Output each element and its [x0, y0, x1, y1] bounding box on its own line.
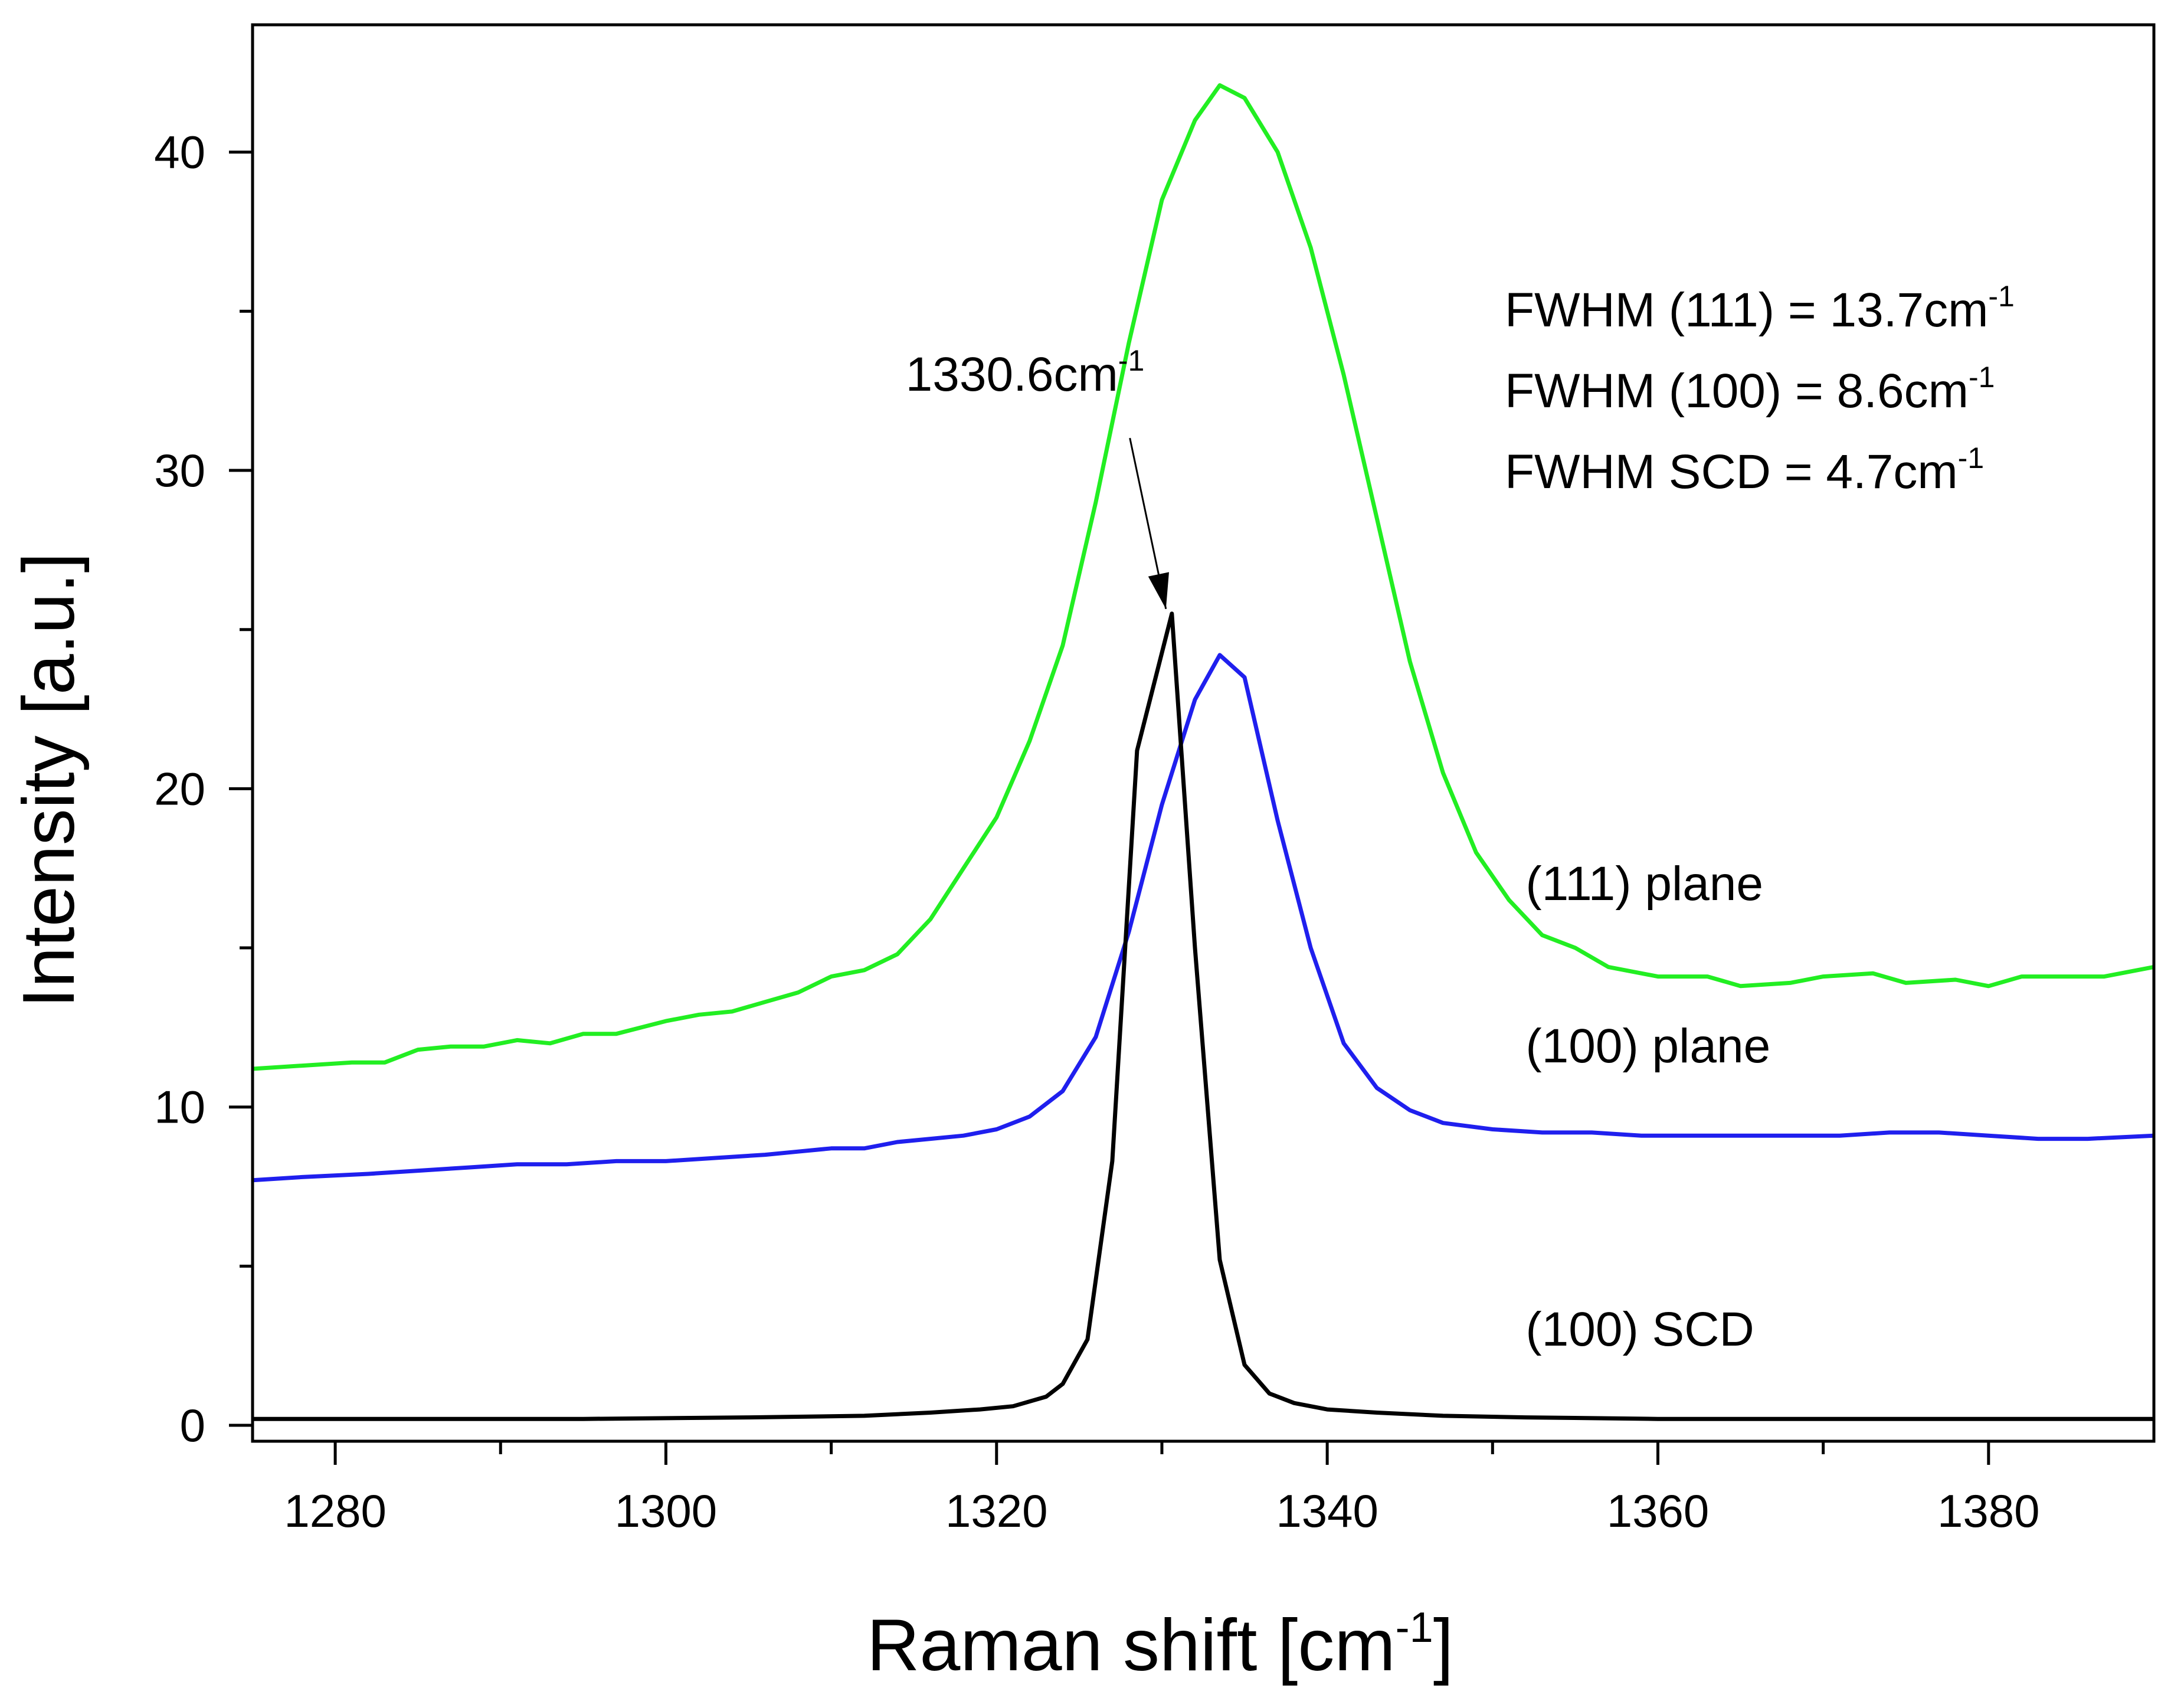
y-axis-label: Intensity [a.u.] [8, 552, 90, 1008]
fwhm-annotation: FWHM SCD = 4.7cm-1 [1505, 441, 1984, 499]
y-tick-label: 20 [154, 763, 205, 814]
series-layer [252, 83, 2154, 1421]
x-axis-label: Raman shift [cm-1] [867, 1604, 1453, 1686]
peak-annotation-label: 1330.6cm-1 [906, 344, 1145, 401]
fwhm-annotation: FWHM (100) = 8.6cm-1 [1505, 361, 1995, 418]
x-tick-label: 1340 [1276, 1485, 1378, 1537]
annotation-layer: (111) plane (100) plane (100) SCD 1330.6cm-… [906, 280, 2015, 1356]
series-line-111-plane [252, 83, 2154, 1071]
x-tick-label: 1320 [945, 1485, 1048, 1537]
fwhm-annotation: FWHM (111) = 13.7cm-1 [1505, 280, 2015, 337]
plot-frame [251, 23, 2156, 1443]
x-tick-label: 1280 [284, 1485, 387, 1537]
series-label: (111) plane [1525, 857, 1763, 911]
peak-arrow-head [1148, 572, 1169, 609]
y-tick-label: 10 [154, 1081, 205, 1133]
x-tick-label: 1360 [1607, 1485, 1710, 1537]
series-line-100-plane [252, 653, 2154, 1183]
y-tick-label: 30 [154, 444, 205, 496]
series-label: (100) plane [1525, 1019, 1770, 1073]
y-tick-label: 40 [154, 126, 205, 178]
y-tick-label: 0 [180, 1399, 205, 1451]
series-line-100-scd [253, 611, 2154, 1421]
series-label: (100) SCD [1525, 1303, 1754, 1356]
x-tick-label: 1380 [1937, 1485, 2040, 1537]
x-tick-label: 1300 [615, 1485, 718, 1537]
axis-layer: 1280 1300 1320 1340 1360 1380 0 10 20 30 40 [154, 126, 2039, 1537]
